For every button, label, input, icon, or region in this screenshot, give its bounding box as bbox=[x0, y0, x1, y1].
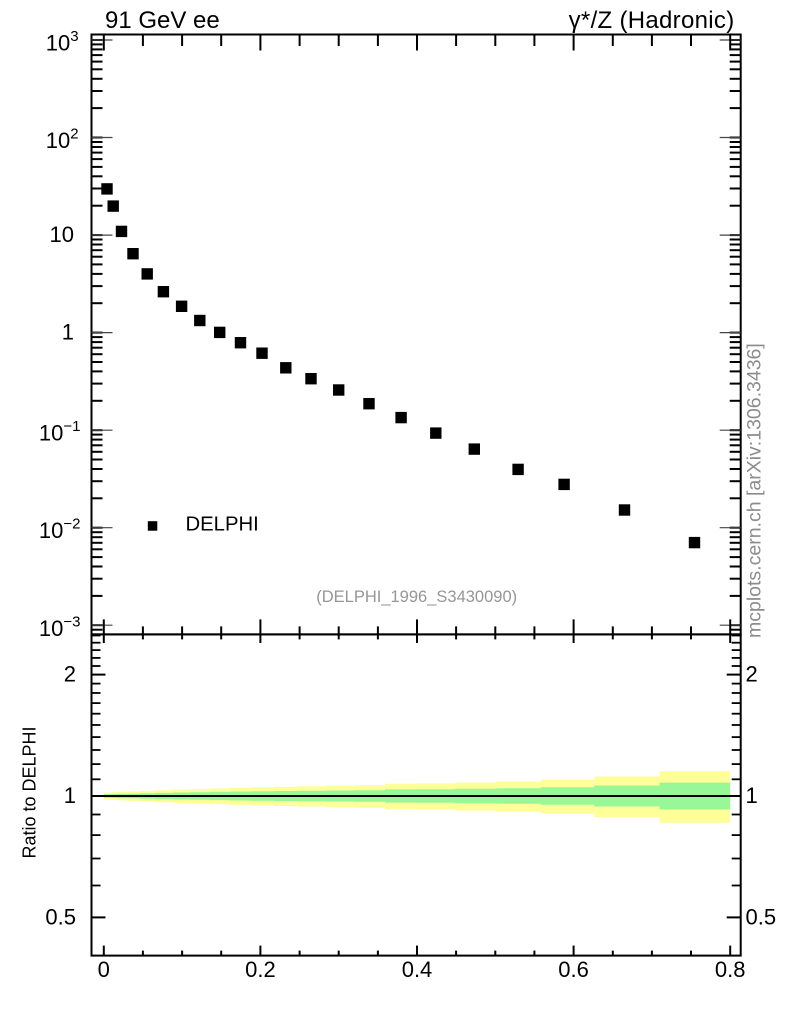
svg-text:0.4: 0.4 bbox=[402, 957, 433, 982]
svg-text:Ratio to DELPHI: Ratio to DELPHI bbox=[20, 726, 40, 858]
svg-text:2: 2 bbox=[746, 662, 758, 687]
svg-text:0: 0 bbox=[98, 957, 110, 982]
svg-text:mcplots.cern.ch [arXiv:1306.34: mcplots.cern.ch [arXiv:1306.3436] bbox=[744, 343, 766, 638]
svg-text:0.6: 0.6 bbox=[558, 957, 589, 982]
svg-text:DELPHI: DELPHI bbox=[186, 514, 259, 536]
svg-text:1: 1 bbox=[746, 783, 758, 808]
svg-text:10−2: 10−2 bbox=[39, 516, 81, 544]
svg-text:2: 2 bbox=[64, 662, 76, 687]
svg-text:0.5: 0.5 bbox=[746, 904, 777, 929]
svg-text:10: 10 bbox=[50, 222, 74, 247]
svg-text:1: 1 bbox=[64, 783, 76, 808]
svg-text:γ*/Z (Hadronic): γ*/Z (Hadronic) bbox=[569, 7, 735, 34]
svg-text:91 GeV ee: 91 GeV ee bbox=[105, 7, 220, 34]
svg-text:0.5: 0.5 bbox=[45, 904, 76, 929]
svg-text:1: 1 bbox=[62, 320, 74, 345]
svg-text:(DELPHI_1996_S3430090): (DELPHI_1996_S3430090) bbox=[316, 588, 517, 606]
svg-text:0.2: 0.2 bbox=[245, 957, 276, 982]
svg-text:0.8: 0.8 bbox=[715, 957, 746, 982]
svg-text:10−3: 10−3 bbox=[39, 613, 81, 641]
